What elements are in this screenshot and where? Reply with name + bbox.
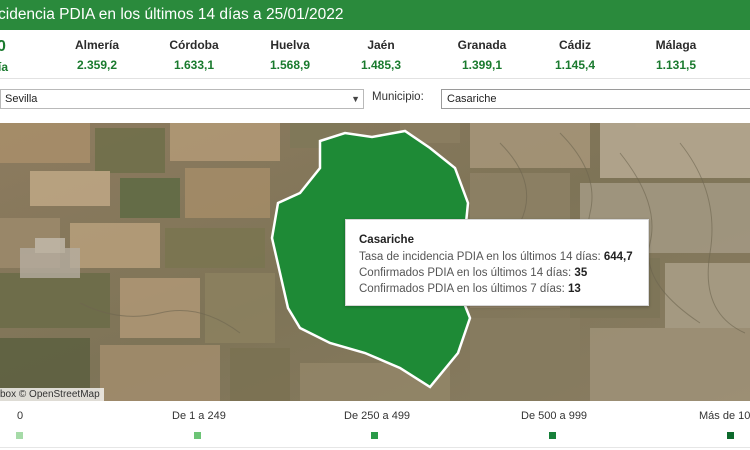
tooltip-value: 644,7 [603,251,633,263]
legend-label: Más de 10 [699,410,750,422]
legend-swatch [549,432,556,439]
province-select[interactable]: Sevilla ▼ [0,89,364,109]
tooltip-value: 35 [574,267,588,279]
province-almeria: Almería 2.359,2 [47,34,147,74]
province-name: Huelva [270,38,310,52]
filter-row: Sevilla ▼ Municipio: Casariche [0,89,750,109]
province-rate: 1.568,9 [269,58,311,72]
province-cordoba: Córdoba 1.633,1 [144,34,244,74]
province-cadiz: Cádiz 1.145,4 [525,34,625,74]
legend-label: De 500 a 999 [521,410,588,422]
tooltip-label: Confirmados PDIA en los últimos 7 días: [359,283,565,295]
divider [0,447,750,448]
legend-swatch [194,432,201,439]
province-stats: 0 ía Almería 2.359,2 Córdoba 1.633,1 Hue… [0,34,750,78]
province-malaga: Málaga 1.131,5 [626,34,726,74]
chevron-down-icon[interactable]: ▼ [351,94,360,104]
province-granada: Granada 1.399,1 [432,34,532,74]
page-title: cidencia PDIA en los últimos 14 días a 2… [0,6,344,23]
tooltip-label: Tasa de incidencia PDIA en los últimos 1… [359,251,601,263]
province-rate: 2.359,2 [76,58,118,72]
legend-swatch [371,432,378,439]
title-bar: cidencia PDIA en los últimos 14 días a 2… [0,0,750,30]
municipio-label: Municipio: [372,91,424,103]
tooltip-row: Confirmados PDIA en los últimos 14 días:… [359,267,587,279]
andalucia-value-fragment: 0 [0,38,6,55]
province-select-value: Sevilla [5,93,38,105]
legend-label: De 250 a 499 [344,410,411,422]
province-rate: 1.145,4 [554,58,596,72]
province-name: Almería [74,38,120,52]
map-legend: 0 De 1 a 249 De 250 a 499 De 500 a 999 M… [0,410,750,450]
province-rate: 1.485,3 [360,58,402,72]
tooltip-row: Confirmados PDIA en los últimos 7 días: … [359,283,581,295]
tooltip-label: Confirmados PDIA en los últimos 14 días: [359,267,572,279]
tooltip-value: 13 [568,283,581,295]
province-name: Cádiz [558,38,591,52]
tooltip-title: Casariche [359,234,414,246]
municipio-input[interactable]: Casariche [441,89,750,109]
province-rate: 1.399,1 [461,58,503,72]
province-rate: 1.131,5 [655,58,697,72]
province-rate: 1.633,1 [173,58,215,72]
map-fields [0,123,750,401]
map-tooltip: Casariche Tasa de incidencia PDIA en los… [345,219,649,306]
province-name: Málaga [655,38,697,52]
map-town [20,238,80,278]
province-name: Córdoba [169,38,219,52]
legend-label: 0 [17,410,24,422]
map-attribution[interactable]: box © OpenStreetMap [0,388,104,401]
province-name: Granada [457,38,507,52]
divider [0,78,750,79]
andalucia-label-fragment: ía [0,60,9,74]
tooltip-row: Tasa de incidencia PDIA en los últimos 1… [359,251,633,263]
legend-swatch [727,432,734,439]
legend-label: De 1 a 249 [172,410,226,422]
province-name: Jaén [367,38,395,52]
province-jaen: Jaén 1.485,3 [331,34,431,74]
province-huelva: Huelva 1.568,9 [240,34,340,74]
municipio-input-value: Casariche [447,93,497,105]
legend-swatch [16,432,23,439]
